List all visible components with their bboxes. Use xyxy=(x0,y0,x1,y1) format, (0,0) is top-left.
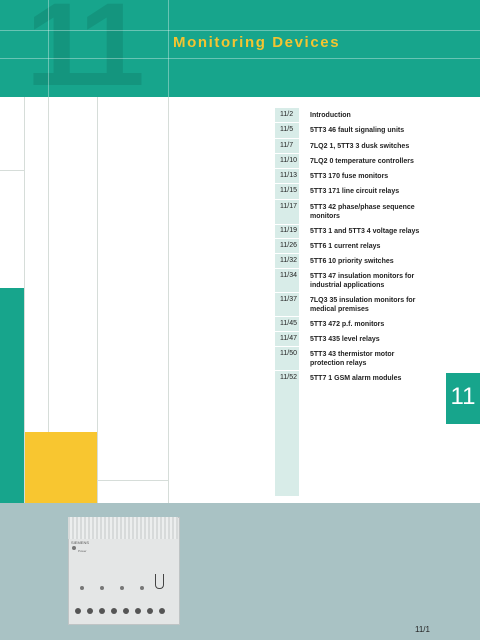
toc-title: 7LQ3 35 insulation monitors for medical … xyxy=(310,297,416,313)
toc-page: 11/17 xyxy=(280,203,297,210)
toc-divider xyxy=(275,138,299,139)
toc-page-column xyxy=(275,108,299,496)
toc-divider xyxy=(275,183,299,184)
device-led xyxy=(140,586,144,590)
terminal-screw xyxy=(159,608,165,614)
toc-divider xyxy=(275,331,299,332)
toc-page: 11/32 xyxy=(280,257,297,264)
device-clip xyxy=(155,574,164,589)
terminal-screw xyxy=(147,608,153,614)
side-color-bar xyxy=(0,288,24,503)
toc-title: 5TT7 1 GSM alarm modules xyxy=(310,375,402,382)
header-grid-line xyxy=(0,30,480,31)
chapter-tab[interactable] xyxy=(446,373,480,424)
toc-title: 5TT3 43 thermistor motor protection rela… xyxy=(310,351,395,367)
toc-page: 11/34 xyxy=(280,272,297,279)
toc-divider xyxy=(275,199,299,200)
device-led xyxy=(80,586,84,590)
toc-page: 11/5 xyxy=(280,126,294,133)
toc-divider xyxy=(275,316,299,317)
terminal-screw xyxy=(75,608,81,614)
toc-divider xyxy=(275,268,299,269)
toc-divider xyxy=(275,224,299,225)
grid-line xyxy=(24,97,25,503)
toc-title: 5TT6 1 current relays xyxy=(310,243,381,250)
toc-page: 11/37 xyxy=(280,296,297,303)
toc-title: 5TT3 1 and 5TT3 4 voltage relays xyxy=(310,228,420,235)
accent-box xyxy=(25,432,97,503)
toc-page: 11/26 xyxy=(280,242,297,249)
terminal-screw xyxy=(135,608,141,614)
terminal-screw xyxy=(99,608,105,614)
device-vents xyxy=(68,517,178,539)
toc-page: 11/19 xyxy=(280,227,297,234)
header-grid-line xyxy=(168,0,169,97)
terminal-screw xyxy=(123,608,129,614)
device-led xyxy=(100,586,104,590)
terminal-screw xyxy=(87,608,93,614)
page-number: 11/1 xyxy=(415,625,430,634)
grid-line xyxy=(48,97,49,503)
toc-divider xyxy=(275,292,299,293)
toc-title: 5TT6 10 priority switches xyxy=(310,258,394,265)
terminal-screw xyxy=(111,608,117,614)
device-brand: SIEMENS xyxy=(71,540,90,545)
header-grid-line xyxy=(48,0,49,97)
toc-title: 7LQ2 1, 5TT3 3 dusk switches xyxy=(310,143,410,150)
toc-divider xyxy=(275,168,299,169)
grid-line xyxy=(0,170,24,171)
toc-title: 5TT3 46 fault signaling units xyxy=(310,127,405,134)
toc-title: Introduction xyxy=(310,112,351,119)
device-led-label: Power xyxy=(78,549,87,553)
toc-title: 5TT3 472 p.f. monitors xyxy=(310,321,385,328)
toc-divider xyxy=(275,153,299,154)
grid-line xyxy=(97,480,169,481)
chapter-tab-number: 11 xyxy=(450,383,476,410)
device-led xyxy=(120,586,124,590)
chapter-header xyxy=(0,0,480,97)
toc-divider xyxy=(275,238,299,239)
header-grid-line xyxy=(0,58,480,59)
toc-title: 7LQ2 0 temperature controllers xyxy=(310,158,414,165)
toc-page: 11/10 xyxy=(280,157,297,164)
toc-divider xyxy=(275,253,299,254)
toc-page: 11/2 xyxy=(280,111,294,118)
toc-page: 11/13 xyxy=(280,172,297,179)
chapter-title: Monitoring Devices xyxy=(173,34,341,51)
toc-page: 11/45 xyxy=(280,320,297,327)
grid-line xyxy=(97,97,98,503)
toc-title: 5TT3 42 phase/phase sequence monitors xyxy=(310,204,415,220)
grid-line xyxy=(168,97,169,503)
device-led xyxy=(72,546,76,550)
toc-page: 11/15 xyxy=(280,187,297,194)
toc-page: 11/47 xyxy=(280,335,297,342)
toc-page: 11/50 xyxy=(280,350,297,357)
toc-title: 5TT3 171 line circuit relays xyxy=(310,188,400,195)
toc-divider xyxy=(275,346,299,347)
toc-title: 5TT3 435 level relays xyxy=(310,336,380,343)
toc-divider xyxy=(275,122,299,123)
chapter-number: 11 xyxy=(26,0,145,111)
toc-title: 5TT3 170 fuse monitors xyxy=(310,173,389,180)
toc-title: 5TT3 47 insulation monitors for industri… xyxy=(310,273,415,289)
toc-divider xyxy=(275,370,299,371)
toc-page: 11/7 xyxy=(280,142,294,149)
toc-page: 11/52 xyxy=(280,374,297,381)
